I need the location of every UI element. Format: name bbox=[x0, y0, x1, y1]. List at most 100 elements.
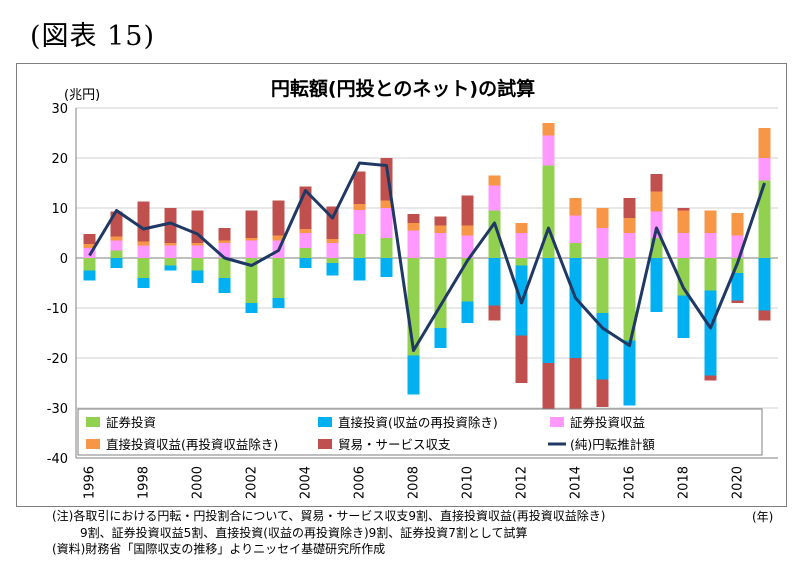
bar-segment bbox=[191, 270, 204, 283]
bar-segment bbox=[704, 290, 717, 376]
notes: (注)各取引における円転・円投割合について、貿易・サービス収支9割、直接投資収益… bbox=[52, 508, 605, 558]
bar-segment bbox=[542, 165, 555, 258]
bar-segment bbox=[191, 258, 204, 271]
legend-label: 証券投資 bbox=[106, 415, 156, 430]
figure-label: (図表 15) bbox=[30, 21, 156, 52]
note-line-2: 9割、証券投資収益5割、直接投資(収益の再投資除き)9割、証券投資7割として試算 bbox=[80, 525, 528, 540]
x-tick-label: 2012 bbox=[515, 466, 530, 499]
bar-segment bbox=[83, 270, 96, 281]
bar-segment bbox=[758, 258, 771, 311]
line-series-net-conversion bbox=[88, 161, 766, 352]
bar-segment bbox=[110, 250, 123, 258]
bar-segment bbox=[461, 195, 474, 226]
x-tick-label: 2020 bbox=[731, 466, 746, 499]
y-tick-label: 30 bbox=[51, 102, 68, 117]
bar-segment bbox=[758, 180, 771, 258]
note-line-1: (注)各取引における円転・円投割合について、貿易・サービス収支9割、直接投資収益… bbox=[52, 509, 606, 523]
bar-segment bbox=[623, 340, 636, 406]
bar-segment bbox=[272, 200, 285, 236]
bar-segment bbox=[515, 223, 528, 233]
bar-segment bbox=[650, 258, 663, 312]
y-tick-label: -10 bbox=[47, 302, 68, 317]
bar-segment bbox=[434, 328, 447, 348]
legend-label: 貿易・サービス収支 bbox=[338, 437, 451, 452]
bar-segment bbox=[434, 225, 447, 233]
bar-segment bbox=[326, 258, 339, 263]
bar-segment bbox=[83, 244, 96, 248]
bar-segment bbox=[704, 375, 717, 381]
bar-segment bbox=[299, 233, 312, 248]
legend-label: (純)円転推計額 bbox=[570, 437, 655, 452]
bar-segment bbox=[137, 241, 150, 246]
bar-segment bbox=[623, 258, 636, 341]
bar-segment bbox=[623, 233, 636, 258]
bar-segment bbox=[731, 300, 744, 303]
x-tick-label: 2000 bbox=[191, 466, 206, 499]
bar-segment bbox=[353, 210, 366, 234]
y-tick-label: -30 bbox=[47, 402, 68, 417]
bar-segment bbox=[515, 335, 528, 383]
bar-segment bbox=[110, 236, 123, 241]
bar-segment bbox=[245, 210, 258, 238]
legend-label: 直接投資(収益の再投資除き) bbox=[338, 415, 498, 430]
bar-segment bbox=[191, 245, 204, 258]
bar-segment bbox=[461, 235, 474, 258]
bar-segment bbox=[137, 258, 150, 278]
bar-segment bbox=[353, 234, 366, 258]
bar-segment bbox=[245, 238, 258, 241]
bar-segment bbox=[596, 208, 609, 228]
legend-label: 証券投資収益 bbox=[570, 415, 645, 430]
bar-segment bbox=[110, 258, 123, 268]
bar-segment bbox=[434, 258, 447, 328]
bar-segment bbox=[623, 218, 636, 233]
bar-segment bbox=[272, 298, 285, 308]
x-tick-label: 2010 bbox=[461, 466, 476, 499]
x-tick-label: 2018 bbox=[677, 466, 692, 499]
bar-segment bbox=[488, 185, 501, 211]
bar-segment bbox=[623, 198, 636, 218]
bar-segment bbox=[407, 214, 420, 223]
bar-segment bbox=[731, 273, 744, 301]
bar-segment bbox=[596, 379, 609, 407]
bar-segment bbox=[299, 248, 312, 258]
bar-segment bbox=[380, 208, 393, 238]
bar-segment bbox=[137, 245, 150, 258]
bar-segment bbox=[596, 258, 609, 313]
bar-segment bbox=[380, 200, 393, 208]
bar-segment bbox=[515, 233, 528, 258]
bar-segment bbox=[245, 303, 258, 313]
bar-segment bbox=[731, 213, 744, 236]
bar-segment bbox=[191, 243, 204, 246]
bar-segment bbox=[164, 258, 177, 266]
bar-segment bbox=[326, 263, 339, 276]
x-tick-label: 1998 bbox=[137, 466, 152, 499]
legend-swatch bbox=[318, 417, 332, 427]
y-tick-label: 0 bbox=[60, 252, 68, 267]
bar-segment bbox=[164, 265, 177, 271]
legend-swatch bbox=[86, 439, 100, 449]
bar-segment bbox=[137, 201, 150, 242]
bar-segment bbox=[137, 278, 150, 288]
y-tick-label: 20 bbox=[51, 152, 68, 167]
bar-segment bbox=[542, 258, 555, 363]
grid-layer bbox=[76, 107, 778, 459]
x-tick-label: 2006 bbox=[353, 466, 368, 499]
bar-segment bbox=[407, 230, 420, 258]
x-tick-label: 2004 bbox=[299, 466, 314, 499]
bar-segment bbox=[83, 234, 96, 244]
bar-segment bbox=[569, 215, 582, 243]
bar-segment bbox=[488, 258, 501, 306]
bar-segment bbox=[218, 228, 231, 241]
bar-segment bbox=[515, 258, 528, 266]
bar-segment bbox=[299, 258, 312, 268]
bar-segment bbox=[704, 258, 717, 291]
bar-segment bbox=[461, 225, 474, 236]
bar-segment bbox=[461, 258, 474, 302]
bar-segment bbox=[677, 258, 690, 296]
bar-segment bbox=[569, 243, 582, 258]
bar-segment bbox=[677, 233, 690, 258]
bar-segment bbox=[704, 210, 717, 233]
